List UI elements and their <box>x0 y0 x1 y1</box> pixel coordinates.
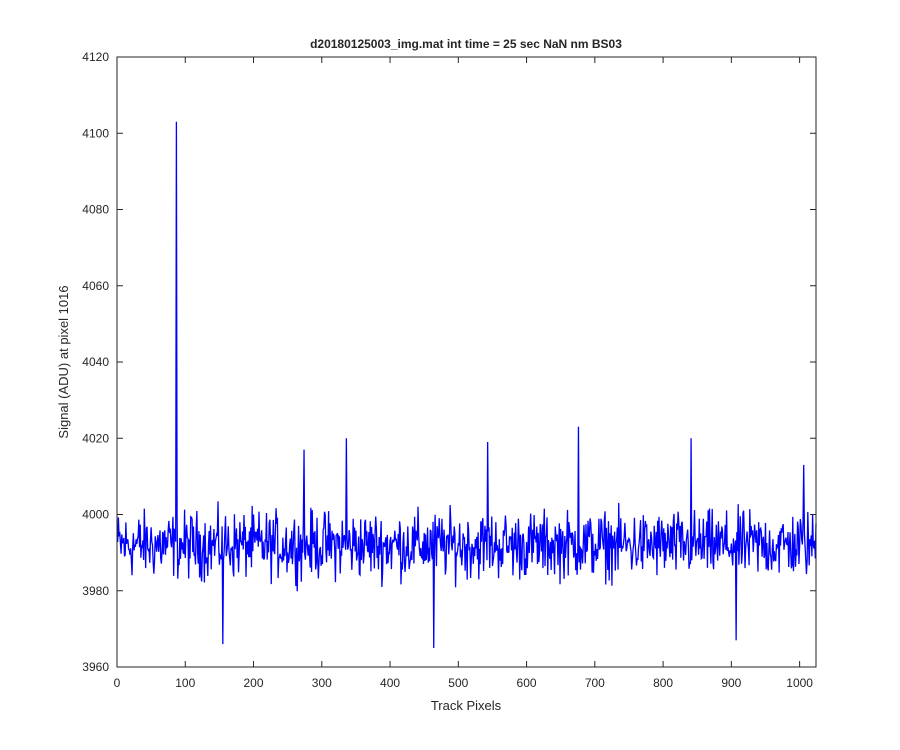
x-tick-label: 600 <box>517 676 537 690</box>
y-tick-label: 4020 <box>82 431 109 445</box>
y-tick-label: 3960 <box>82 660 109 674</box>
x-axis-label: Track Pixels <box>431 698 502 713</box>
x-tick-label: 500 <box>448 676 468 690</box>
y-tick-label: 3980 <box>82 584 109 598</box>
x-tick-label: 100 <box>175 676 195 690</box>
series-line <box>117 121 817 648</box>
y-tick-label: 4060 <box>82 279 109 293</box>
x-tick-label: 300 <box>312 676 332 690</box>
x-tick-label: 800 <box>653 676 673 690</box>
y-tick-label: 4120 <box>82 50 109 64</box>
y-tick-label: 4080 <box>82 203 109 217</box>
y-tick-label: 4040 <box>82 355 109 369</box>
x-tick-label: 900 <box>721 676 741 690</box>
x-tick-label: 400 <box>380 676 400 690</box>
x-tick-label: 700 <box>585 676 605 690</box>
y-axis-label: Signal (ADU) at pixel 1016 <box>56 285 71 438</box>
y-tick-label: 4100 <box>82 126 109 140</box>
x-tick-label: 0 <box>114 676 121 690</box>
x-tick-label: 1000 <box>786 676 813 690</box>
series-layer <box>117 121 817 648</box>
y-tick-label: 4000 <box>82 508 109 522</box>
x-tick-label: 200 <box>244 676 264 690</box>
ticks-layer: 0 100 200 300 400 500 600 700 800 900 1000 3960 3980… <box>82 50 816 690</box>
chart-title: d20180125003_img.mat int time = 25 sec N… <box>310 37 622 51</box>
